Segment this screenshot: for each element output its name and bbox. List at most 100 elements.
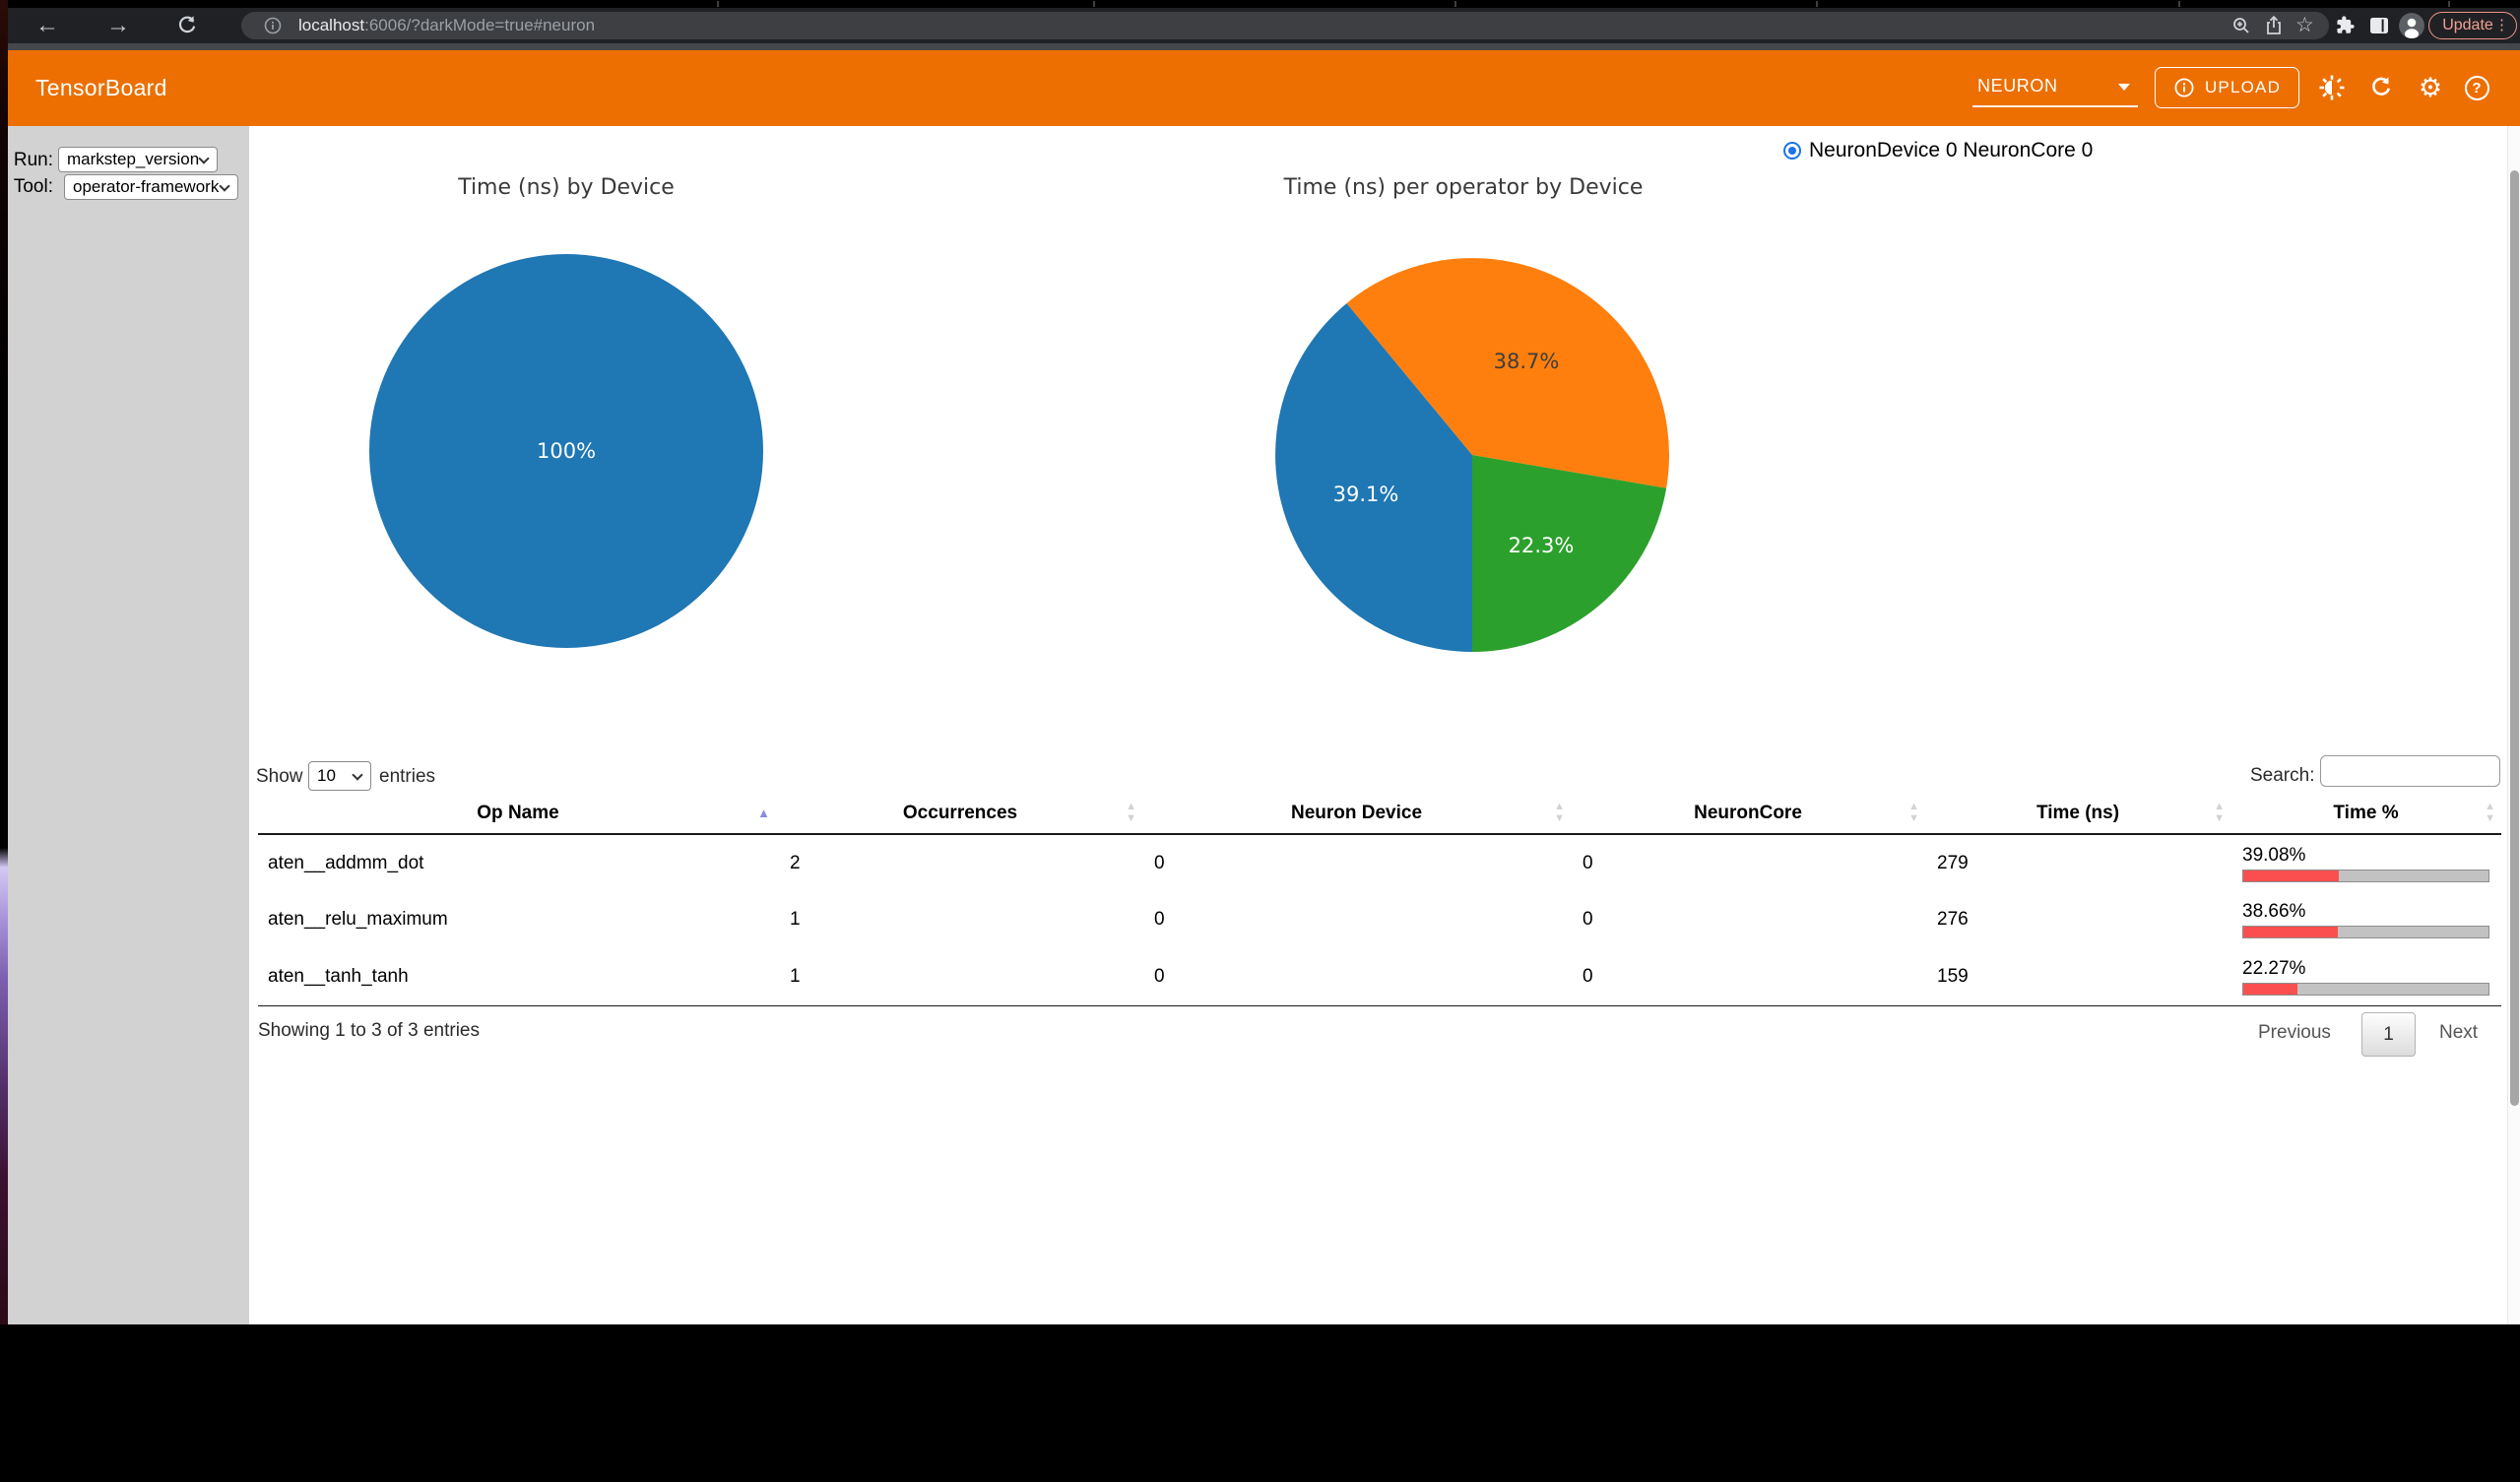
- cell-time-ns: 276: [1937, 909, 1969, 930]
- col-header-time-pct[interactable]: Time % ▲ ▼: [2230, 793, 2501, 835]
- bottom-black-region: [0, 1324, 2520, 1482]
- app-title: TensorBoard: [35, 75, 167, 100]
- tool-select-value: operator-framework: [73, 177, 220, 196]
- pagination-page-1[interactable]: 1: [2361, 1012, 2416, 1057]
- pagination-previous[interactable]: Previous: [2258, 1022, 2331, 1043]
- table-row: aten__relu_maximum 1 0 0 276 38.66%: [258, 891, 2501, 948]
- pagination-next[interactable]: Next: [2439, 1022, 2479, 1043]
- vertical-ellipsis-icon: ⋮: [2494, 17, 2509, 33]
- chart1-title: Time (ns) by Device: [458, 175, 675, 200]
- col-header-neuron-device[interactable]: Neuron Device ▲ ▼: [1142, 793, 1571, 835]
- browser-toolbar: ← → localhost:6006/?darkMode=true#neuron…: [8, 8, 2520, 43]
- time-pct-bar: [2242, 869, 2489, 882]
- sort-both-icon: ▲ ▼: [1554, 801, 1565, 824]
- sort-both-icon: ▲ ▼: [1126, 801, 1136, 824]
- address-bar[interactable]: localhost:6006/?darkMode=true#neuron ☆: [241, 12, 2329, 39]
- col-label: Neuron Device: [1290, 802, 1423, 823]
- col-label: NeuronCore: [1694, 802, 1802, 823]
- tab-divider: [1816, 1, 1818, 7]
- browser-tab-strip: [8, 0, 2520, 8]
- plugin-selector-dropdown[interactable]: NEURON: [1972, 50, 2138, 126]
- tab-divider: [1093, 1, 1095, 7]
- page-size-value: 10: [317, 766, 336, 785]
- tab-divider: [1454, 1, 1456, 7]
- run-select[interactable]: markstep_version: [58, 147, 218, 172]
- browser-update-button[interactable]: Update ⋮: [2428, 12, 2517, 39]
- page-size-select[interactable]: 10: [308, 761, 371, 791]
- search-input[interactable]: [2320, 755, 2500, 787]
- window-divider: [8, 43, 2520, 50]
- update-label: Update: [2442, 17, 2493, 33]
- device-radio[interactable]: [1783, 142, 1801, 160]
- pie-slice-blue: [1275, 302, 1472, 652]
- device-radio-label: NeuronDevice 0 NeuronCore 0: [1809, 139, 2094, 161]
- zoom-page-icon[interactable]: [2230, 15, 2252, 41]
- help-button[interactable]: ?: [2459, 70, 2494, 105]
- col-label: Occurrences: [902, 802, 1018, 823]
- help-icon: ?: [2464, 75, 2489, 100]
- site-info-icon[interactable]: [263, 16, 283, 40]
- forward-icon[interactable]: →: [106, 12, 130, 38]
- scrollbar-thumb[interactable]: [2510, 170, 2519, 1106]
- cell-time-pct: 38.66%: [2230, 891, 2501, 948]
- cell-op-name: aten__addmm_dot: [268, 852, 424, 873]
- plugin-selector-value: NEURON: [1977, 76, 2058, 96]
- page-scrollbar[interactable]: [2507, 126, 2520, 1324]
- radio-dot: [1788, 147, 1796, 155]
- side-panel-icon[interactable]: [2369, 17, 2389, 39]
- col-header-op-name[interactable]: Op Name ▲: [258, 793, 778, 835]
- gear-icon: ⚙: [2418, 73, 2443, 102]
- cell-occurrences: 2: [790, 852, 801, 873]
- chevron-down-icon: [352, 769, 363, 781]
- run-label: Run:: [13, 150, 53, 170]
- pie-chart-time-by-device: 100%: [369, 254, 763, 648]
- share-icon[interactable]: [2264, 15, 2284, 41]
- time-pct-label: 22.27%: [2242, 957, 2306, 979]
- refresh-button[interactable]: [2363, 70, 2399, 105]
- col-header-occurrences[interactable]: Occurrences ▲ ▼: [778, 793, 1142, 835]
- col-label: Op Name: [477, 802, 559, 823]
- bookmark-star-icon[interactable]: ☆: [2295, 14, 2314, 36]
- chart2-title: Time (ns) per operator by Device: [1283, 175, 1644, 200]
- pie-chart-time-per-operator: 39.1% 38.7% 22.3%: [1275, 258, 1669, 652]
- cell-time-pct: 39.08%: [2230, 834, 2501, 891]
- upload-button[interactable]: UPLOAD: [2155, 67, 2299, 108]
- refresh-icon: [2372, 77, 2391, 96]
- info-circle-icon: [2174, 78, 2194, 97]
- person-icon: [2399, 13, 2424, 38]
- cell-neuroncore: 0: [1583, 909, 1593, 930]
- entries-label: entries: [379, 766, 436, 787]
- tool-select[interactable]: operator-framework: [64, 174, 238, 200]
- reload-icon[interactable]: [175, 14, 199, 42]
- back-icon[interactable]: ←: [35, 12, 59, 38]
- cell-neuroncore: 0: [1571, 948, 1925, 1006]
- cell-time-pct: 22.27%: [2230, 948, 2501, 1006]
- profile-avatar[interactable]: [2399, 13, 2424, 38]
- cell-occurrences: 1: [790, 909, 801, 930]
- run-select-value: markstep_version: [67, 150, 200, 168]
- extensions-puzzle-icon[interactable]: [2334, 15, 2356, 41]
- chevron-down-icon: [2118, 84, 2130, 91]
- cell-op-name: aten__tanh_tanh: [258, 948, 778, 1006]
- dark-mode-toggle-button[interactable]: [2314, 70, 2350, 105]
- cell-neuron-device: 0: [1142, 948, 1571, 1006]
- sort-both-icon: ▲ ▼: [2214, 801, 2225, 824]
- col-label: Time (ns): [2035, 802, 2120, 823]
- col-header-neuroncore[interactable]: NeuronCore ▲ ▼: [1571, 793, 1925, 835]
- table-row: aten__addmm_dot 2 0 0 279 39.08%: [258, 834, 2501, 891]
- col-header-time-ns[interactable]: Time (ns) ▲ ▼: [1925, 793, 2230, 835]
- selector-underline: [1972, 105, 2138, 107]
- chevron-down-icon: [219, 180, 230, 192]
- time-pct-bar: [2242, 982, 2489, 996]
- cell-occurrences: 1: [778, 948, 1142, 1006]
- url-text[interactable]: localhost:6006/?darkMode=true#neuron: [298, 12, 595, 39]
- time-pct-fill: [2243, 870, 2340, 881]
- sort-ascending-icon: ▲: [757, 805, 770, 820]
- operator-table: Op Name ▲ Occurrences ▲ ▼ Neuron Device ▲ ▼ N…: [258, 793, 2501, 1006]
- time-pct-label: 39.08%: [2242, 844, 2306, 866]
- tab-divider: [2448, 1, 2450, 7]
- settings-button[interactable]: ⚙: [2413, 70, 2448, 105]
- time-pct-label: 38.66%: [2242, 901, 2306, 922]
- tab-divider: [2178, 1, 2180, 7]
